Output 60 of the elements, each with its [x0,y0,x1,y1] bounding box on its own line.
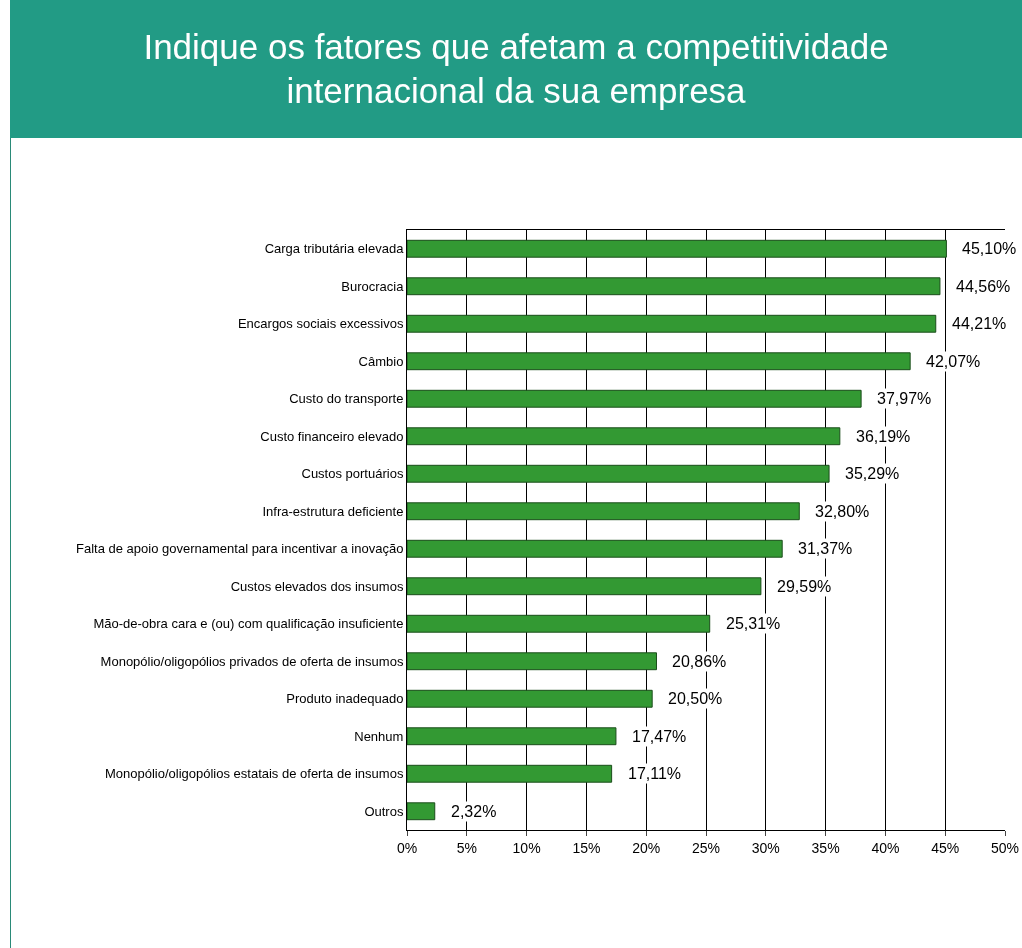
y-tick-label: Monopólio/oligopólios estatais de oferta de insumos [104,766,404,782]
y-tick-label: Carga tributária elevada [264,241,405,257]
x-tick-label: 0% [396,839,418,856]
bar [407,464,830,483]
y-tick-label: Custo financeiro elevado [260,428,404,444]
bar [407,689,653,708]
bar [407,352,911,371]
data-label: 17,47% [632,728,687,745]
y-tick-label: Custos portuários [301,466,404,482]
data-label: 20,50% [668,690,723,707]
data-label: 44,56% [956,278,1011,295]
data-label: 35,29% [845,465,900,482]
bar [407,239,947,258]
y-tick-label: Câmbio [358,353,404,369]
data-label: 20,86% [672,653,727,670]
bar [407,277,941,296]
x-tick-label: 45% [931,839,960,856]
y-tick-label: Burocracia [341,278,405,294]
x-tick-label: 35% [811,839,840,856]
y-tick-label: Monopólio/oligopólios privados de oferta de insumos [100,653,404,669]
x-tick-label: 30% [751,839,780,856]
chart-title: Indique os fatores que afetam a competitividade internacional da sua empresa [142,26,890,112]
x-tick-label: 40% [871,839,900,856]
y-tick-label: Custos elevados dos insumos [230,578,404,594]
y-tick-label: Encargos sociais excessivos [237,316,404,332]
bar [407,802,436,821]
x-tick-label: 20% [632,839,661,856]
bar [407,314,937,333]
y-tick-label: Custo do transporte [289,391,404,407]
y-tick-label: Mão-de-obra cara e (ou) com qualificação insuficiente [93,616,404,632]
data-label: 42,07% [926,353,981,370]
data-label: 36,19% [856,428,911,445]
x-tick-label: 15% [572,839,601,856]
bar [407,427,841,446]
x-tick-label: 50% [990,839,1020,856]
bar [407,577,762,596]
y-tick-label: Falta de apoio governamental para incentivar a inovação [76,541,404,557]
data-label: 17,11% [628,765,682,782]
x-tick-label: 10% [512,839,541,856]
y-tick-label: Outros [364,803,404,819]
data-label: 2,32% [451,803,497,820]
data-label: 29,59% [777,578,832,595]
data-label: 25,31% [726,615,781,632]
data-label: 31,37% [798,540,853,557]
data-label: 45,10% [962,240,1017,257]
bar [407,539,783,558]
data-label: 37,97% [877,390,932,407]
bar [407,614,711,633]
bar [407,727,617,746]
data-label: 32,80% [815,503,870,520]
bar [407,502,800,521]
bar [407,389,862,408]
y-tick-label: Produto inadequado [286,691,404,707]
bar [407,764,613,783]
y-tick-label: Nenhum [354,728,404,744]
y-tick-label: Infra-estrutura deficiente [262,503,404,519]
x-tick-label: 25% [691,839,721,856]
bar [407,652,657,671]
x-tick-label: 5% [456,839,477,856]
data-label: 44,21% [952,315,1007,332]
